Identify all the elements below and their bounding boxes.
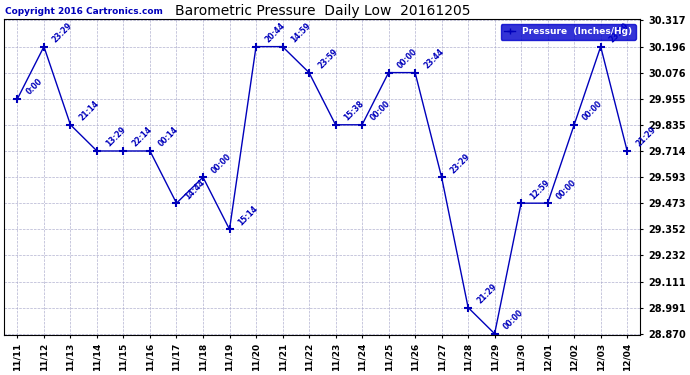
Text: 21:29: 21:29 xyxy=(634,125,658,149)
Text: 00:00: 00:00 xyxy=(395,47,419,70)
Title: Barometric Pressure  Daily Low  20161205: Barometric Pressure Daily Low 20161205 xyxy=(175,4,470,18)
Text: 23:29: 23:29 xyxy=(51,21,75,45)
Text: 15:14: 15:14 xyxy=(237,204,260,227)
Text: 00:00: 00:00 xyxy=(555,178,578,201)
Text: 13:29: 13:29 xyxy=(104,125,128,149)
Text: 15:38: 15:38 xyxy=(342,99,366,123)
Text: 00:14: 00:14 xyxy=(157,125,180,149)
Text: 00:00: 00:00 xyxy=(581,99,604,123)
Text: 20:44: 20:44 xyxy=(263,21,286,45)
Legend: Pressure  (Inches/Hg): Pressure (Inches/Hg) xyxy=(500,24,636,40)
Text: 23:29: 23:29 xyxy=(608,21,631,45)
Text: 21:14: 21:14 xyxy=(77,99,101,123)
Text: 22:14: 22:14 xyxy=(130,125,154,149)
Text: 21:29: 21:29 xyxy=(475,282,498,305)
Text: Copyright 2016 Cartronics.com: Copyright 2016 Cartronics.com xyxy=(5,7,163,16)
Text: 00:00: 00:00 xyxy=(369,99,393,123)
Text: 0:00: 0:00 xyxy=(24,77,44,97)
Text: 14:44: 14:44 xyxy=(184,178,207,201)
Text: 14:59: 14:59 xyxy=(290,21,313,45)
Text: 23:44: 23:44 xyxy=(422,47,446,70)
Text: 23:29: 23:29 xyxy=(448,152,472,175)
Text: 00:00: 00:00 xyxy=(502,308,525,332)
Text: 00:00: 00:00 xyxy=(210,152,233,175)
Text: 12:59: 12:59 xyxy=(528,178,551,201)
Text: 23:59: 23:59 xyxy=(316,47,339,70)
